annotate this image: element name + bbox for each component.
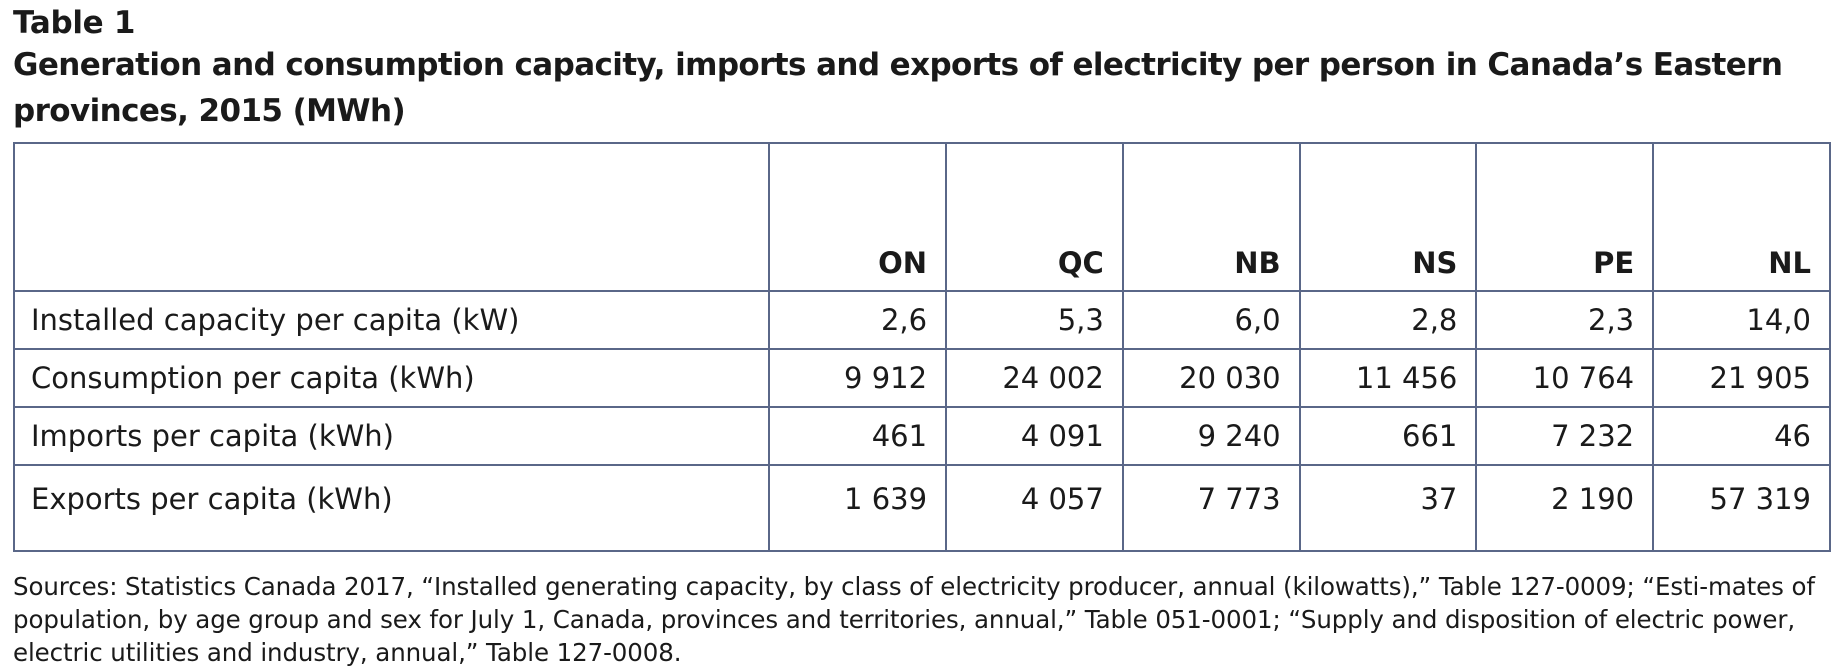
header-corner-cell (12, 142, 771, 292)
column-header-on: ON (768, 142, 948, 292)
cell-value: 2,6 (768, 290, 948, 350)
cell-value: 5,3 (945, 290, 1124, 350)
cell-value: 6,0 (1121, 290, 1301, 350)
cell-value: 7 232 (1475, 406, 1655, 466)
cell-value: 661 (1298, 406, 1478, 466)
table-row-consumption: Consumption per capita (kWh) 9 912 24 00… (12, 348, 1831, 408)
column-header-nl: NL (1652, 142, 1831, 292)
row-label: Installed capacity per capita (kW) (12, 290, 771, 350)
row-label: Exports per capita (kWh) (12, 464, 771, 552)
table-row-exports: Exports per capita (kWh) 1 639 4 057 7 7… (12, 464, 1831, 552)
row-label: Consumption per capita (kWh) (12, 348, 771, 408)
cell-value: 461 (768, 406, 948, 466)
column-header-qc: QC (945, 142, 1124, 292)
cell-value: 2,3 (1475, 290, 1655, 350)
document: Table 1 Generation and consumption capac… (12, 4, 1831, 669)
cell-value: 7 773 (1121, 464, 1301, 552)
cell-value: 14,0 (1652, 290, 1831, 350)
row-label: Imports per capita (kWh) (12, 406, 771, 466)
header-row: ON QC NB NS PE NL (12, 142, 1831, 292)
cell-value: 9 240 (1121, 406, 1301, 466)
cell-value: 9 912 (768, 348, 948, 408)
cell-value: 46 (1652, 406, 1831, 466)
cell-value: 20 030 (1121, 348, 1301, 408)
table-label: Table 1 (13, 5, 136, 41)
cell-value: 57 319 (1652, 464, 1831, 552)
cell-value: 21 905 (1652, 348, 1831, 408)
sources-note: Sources: Statistics Canada 2017, “Instal… (13, 572, 1815, 667)
table-title: Generation and consumption capacity, imp… (13, 47, 1783, 129)
cell-value: 2 190 (1475, 464, 1655, 552)
cell-value: 4 057 (945, 464, 1124, 552)
column-header-pe: PE (1475, 142, 1655, 292)
cell-value: 1 639 (768, 464, 948, 552)
cell-value: 2,8 (1298, 290, 1478, 350)
cell-value: 37 (1298, 464, 1478, 552)
column-header-nb: NB (1121, 142, 1301, 292)
table-row-imports: Imports per capita (kWh) 461 4 091 9 240… (12, 406, 1831, 466)
cell-value: 10 764 (1475, 348, 1655, 408)
data-table: ON QC NB NS PE NL Installed capacity per… (12, 142, 1831, 552)
cell-value: 4 091 (945, 406, 1124, 466)
column-header-ns: NS (1298, 142, 1478, 292)
cell-value: 11 456 (1298, 348, 1478, 408)
table-row-installed-capacity: Installed capacity per capita (kW) 2,6 5… (12, 290, 1831, 350)
cell-value: 24 002 (945, 348, 1124, 408)
